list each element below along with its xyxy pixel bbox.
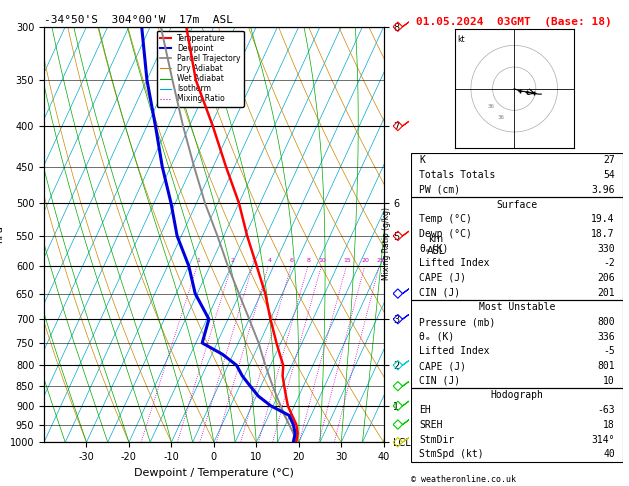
Text: kt: kt <box>457 35 464 44</box>
Text: θₑ (K): θₑ (K) <box>420 332 455 342</box>
Text: -5: -5 <box>603 347 615 356</box>
Bar <box>411 197 623 300</box>
Text: 54: 54 <box>603 170 615 180</box>
Text: Lifted Index: Lifted Index <box>420 258 490 268</box>
Text: 18.7: 18.7 <box>591 229 615 239</box>
Text: PW (cm): PW (cm) <box>420 185 460 195</box>
Text: EH: EH <box>420 405 431 415</box>
Text: -34°50'S  304°00'W  17m  ASL: -34°50'S 304°00'W 17m ASL <box>44 15 233 25</box>
Text: 800: 800 <box>597 317 615 327</box>
Text: © weatheronline.co.uk: © weatheronline.co.uk <box>411 474 516 484</box>
Text: 801: 801 <box>597 361 615 371</box>
Text: 1: 1 <box>196 258 200 263</box>
Text: -2: -2 <box>603 258 615 268</box>
Text: StmDir: StmDir <box>420 434 455 445</box>
Text: 330: 330 <box>597 243 615 254</box>
Bar <box>411 153 623 197</box>
Text: 2: 2 <box>230 258 235 263</box>
Text: 01.05.2024  03GMT  (Base: 18): 01.05.2024 03GMT (Base: 18) <box>416 17 612 27</box>
Text: 18: 18 <box>603 420 615 430</box>
Text: 27: 27 <box>603 156 615 165</box>
Text: Most Unstable: Most Unstable <box>479 302 555 312</box>
Text: CAPE (J): CAPE (J) <box>420 361 466 371</box>
Text: 36: 36 <box>498 115 505 120</box>
Text: 206: 206 <box>597 273 615 283</box>
Text: 36: 36 <box>487 104 494 109</box>
Text: 25: 25 <box>376 258 384 263</box>
X-axis label: Dewpoint / Temperature (°C): Dewpoint / Temperature (°C) <box>134 468 294 478</box>
Text: -63: -63 <box>597 405 615 415</box>
Text: 40: 40 <box>603 449 615 459</box>
Text: 3: 3 <box>252 258 255 263</box>
Text: CIN (J): CIN (J) <box>420 288 460 297</box>
Text: Pressure (mb): Pressure (mb) <box>420 317 496 327</box>
Text: 10: 10 <box>318 258 326 263</box>
Text: 4: 4 <box>267 258 271 263</box>
Text: CAPE (J): CAPE (J) <box>420 273 466 283</box>
Text: 15: 15 <box>343 258 351 263</box>
Legend: Temperature, Dewpoint, Parcel Trajectory, Dry Adiabat, Wet Adiabat, Isotherm, Mi: Temperature, Dewpoint, Parcel Trajectory… <box>157 31 243 106</box>
Text: Surface: Surface <box>496 200 538 209</box>
Y-axis label: hPa: hPa <box>0 226 4 243</box>
Text: 19.4: 19.4 <box>591 214 615 224</box>
Text: 201: 201 <box>597 288 615 297</box>
Text: θₑ(K): θₑ(K) <box>420 243 448 254</box>
Text: 20: 20 <box>362 258 369 263</box>
Text: Totals Totals: Totals Totals <box>420 170 496 180</box>
Text: Mixing Ratio (g/kg): Mixing Ratio (g/kg) <box>382 207 391 279</box>
Bar <box>411 300 623 388</box>
Text: Dewp (°C): Dewp (°C) <box>420 229 472 239</box>
Text: 6: 6 <box>290 258 294 263</box>
Y-axis label: km
ASL: km ASL <box>427 235 445 256</box>
Text: 8: 8 <box>307 258 311 263</box>
Text: 3.96: 3.96 <box>591 185 615 195</box>
Text: 336: 336 <box>597 332 615 342</box>
Text: Hodograph: Hodograph <box>491 390 543 400</box>
Text: CIN (J): CIN (J) <box>420 376 460 386</box>
Text: Lifted Index: Lifted Index <box>420 347 490 356</box>
Text: Temp (°C): Temp (°C) <box>420 214 472 224</box>
Bar <box>411 388 623 462</box>
Text: K: K <box>420 156 425 165</box>
Text: 314°: 314° <box>591 434 615 445</box>
Text: SREH: SREH <box>420 420 443 430</box>
Text: 10: 10 <box>603 376 615 386</box>
Text: StmSpd (kt): StmSpd (kt) <box>420 449 484 459</box>
